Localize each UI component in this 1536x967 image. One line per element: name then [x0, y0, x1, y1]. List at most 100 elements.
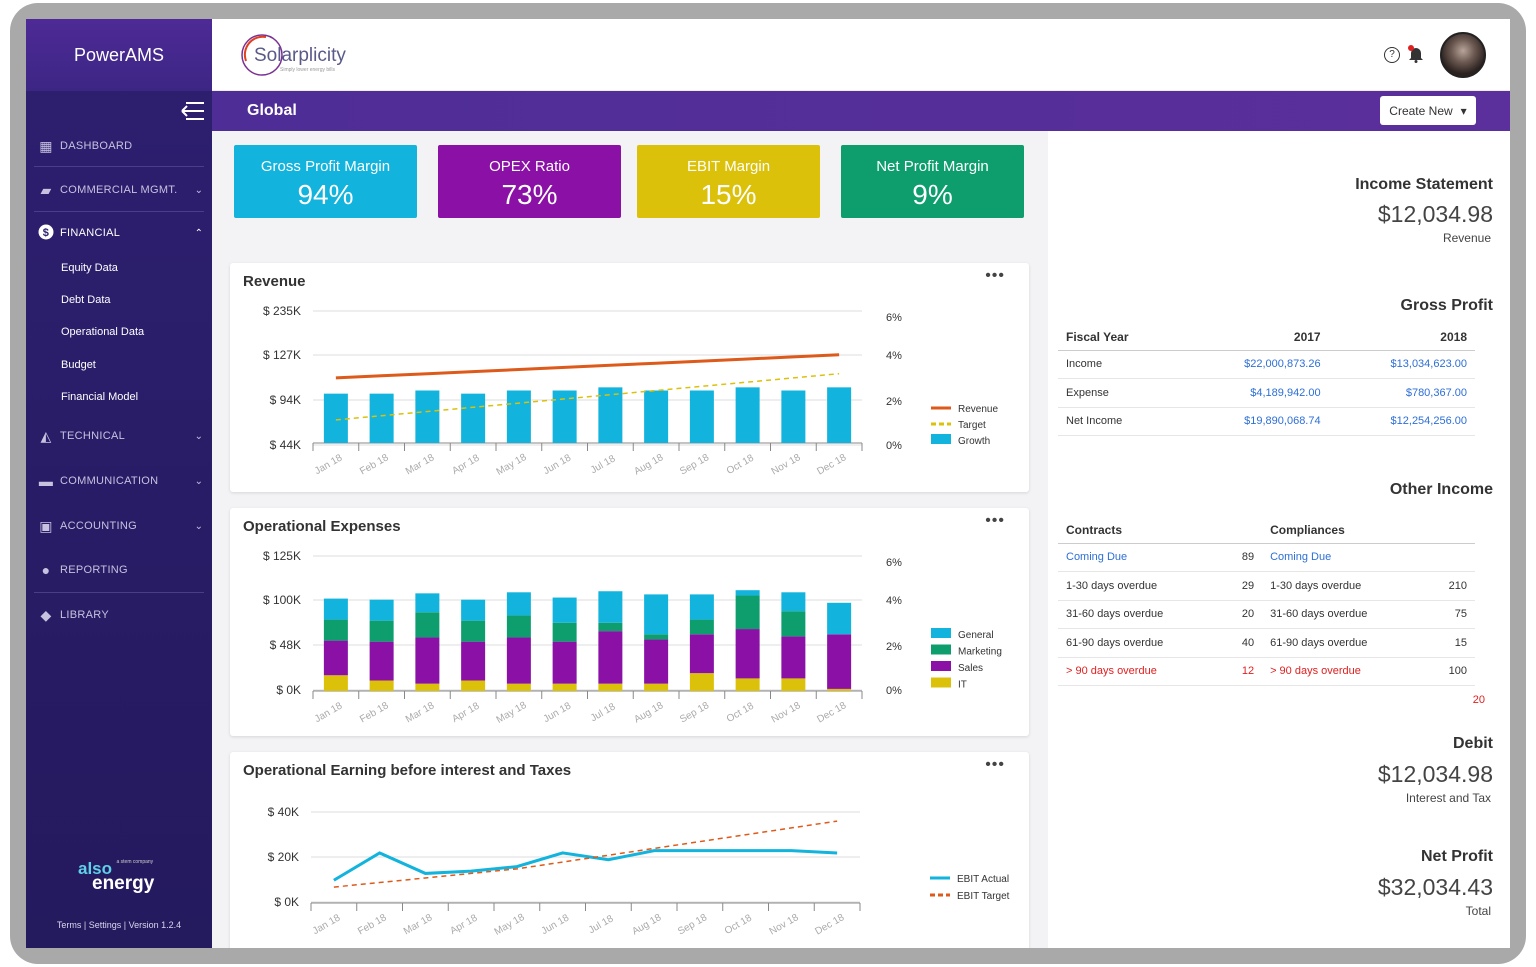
- y-tick-label: $ 0K: [274, 895, 299, 909]
- table-row: Coming Due 89 Coming Due: [1058, 543, 1475, 572]
- tools-icon: ◭: [40, 427, 52, 444]
- nav-library[interactable]: ◆ LIBRARY: [26, 606, 212, 624]
- x-tick-label: Jul 18: [587, 913, 616, 936]
- ebit-target-line: [333, 820, 838, 888]
- opex-bar-it: [415, 683, 440, 691]
- also-energy-logo: also a stem company energy: [78, 859, 155, 894]
- legend-label: IT: [958, 680, 967, 691]
- revenue-card: $ 235K $ 127K $ 94K $ 44K 6% 4% 2% 0% Jan 18 Feb …: [230, 263, 1029, 492]
- top-bar: Solarplicity Simply lower energy bills ?: [212, 19, 1510, 91]
- x-tick-label: Apr 18: [450, 700, 481, 724]
- app-brand: PowerAMS: [26, 19, 212, 91]
- other-income-extra: 20: [1472, 694, 1485, 706]
- chat-icon: ▬: [38, 473, 54, 489]
- nav-dashboard[interactable]: ▦ DASHBOARD: [26, 137, 212, 155]
- opex-bar-it: [689, 673, 714, 691]
- chevron-up-icon: ⌃: [194, 227, 204, 239]
- x-tick-label: Jan 18: [313, 700, 345, 725]
- kpi-ebit-margin[interactable]: EBIT Margin 15%: [637, 145, 820, 218]
- opex-bar-general: [369, 599, 394, 621]
- table-row: 61-90 days overdue 40 61-90 days overdue 15: [1058, 628, 1475, 658]
- nav-commercial[interactable]: ▰ COMMERCIAL MGMT. ⌄: [26, 181, 212, 199]
- nav-technical[interactable]: ◭ TECHNICAL ⌄: [26, 427, 212, 445]
- sidebar-item-operational-data[interactable]: Operational Data: [61, 326, 145, 338]
- net-profit-value: $32,034.43: [1377, 874, 1493, 900]
- nav-accounting[interactable]: ▣ ACCOUNTING ⌄: [26, 517, 212, 535]
- kpi-net-profit-margin[interactable]: Net Profit Margin 9%: [841, 145, 1024, 218]
- right-panel: Income Statement $12,034.98 Revenue Gros…: [1048, 131, 1510, 948]
- opex-bar-marketing: [369, 620, 394, 642]
- help-icon[interactable]: ?: [1384, 47, 1400, 63]
- legend-label: EBIT Actual: [957, 874, 1009, 885]
- collapse-sidebar-icon[interactable]: [176, 97, 206, 125]
- opex-bar-marketing: [781, 611, 806, 637]
- x-tick-label: May 18: [493, 912, 527, 938]
- nav-reporting[interactable]: ● REPORTING: [26, 561, 212, 579]
- opex-bar-sales: [644, 639, 669, 684]
- legend-label: EBIT Target: [957, 891, 1010, 902]
- debit-title: Debit: [1453, 735, 1493, 752]
- create-new-button[interactable]: Create New ▾: [1380, 96, 1476, 125]
- legend-label: Target: [958, 420, 986, 431]
- opex-bar-marketing: [735, 595, 760, 630]
- ebit-card: $ 40K $ 20K $ 0K Jan 18 Feb 18 Mar 18 Apr 18 Ma…: [230, 752, 1029, 948]
- revenue-bar: [644, 390, 669, 443]
- opex-bar-marketing: [506, 615, 531, 638]
- x-tick-label: Nov 18: [770, 452, 803, 478]
- legend-label: Sales: [958, 663, 983, 674]
- opex-bar-general: [506, 592, 531, 616]
- avatar[interactable]: [1440, 32, 1486, 78]
- opex-bar-it: [781, 678, 806, 691]
- sidebar-item-equity-data[interactable]: Equity Data: [61, 262, 118, 274]
- x-tick-label: Jan 18: [311, 912, 343, 937]
- opex-bar-it: [644, 683, 669, 691]
- opex-bar-it: [369, 680, 394, 691]
- y2-tick-label: 4%: [886, 350, 902, 362]
- settings-link[interactable]: Settings: [88, 920, 122, 930]
- opex-bar-general: [689, 594, 714, 620]
- revenue-bar: [827, 387, 852, 443]
- legend-swatch: [931, 677, 951, 688]
- legend-label: Revenue: [958, 404, 998, 415]
- kpi-opex-ratio[interactable]: OPEX Ratio 73%: [438, 145, 621, 218]
- terms-link[interactable]: Terms: [56, 920, 82, 930]
- caret-down-icon: ▾: [1460, 103, 1467, 118]
- opex-bar-sales: [598, 631, 623, 684]
- x-tick-label: Dec 18: [815, 452, 848, 478]
- more-options-icon[interactable]: •••: [985, 756, 1005, 773]
- opex-bar-it: [506, 683, 531, 691]
- target-line: [335, 372, 840, 421]
- opex-bar-sales: [415, 637, 440, 684]
- nav-divider: [34, 592, 204, 593]
- more-options-icon[interactable]: •••: [985, 512, 1005, 529]
- y2-tick-label: 6%: [886, 312, 902, 324]
- opex-bar-sales: [781, 636, 806, 679]
- opex-bar-it: [323, 675, 348, 691]
- other-income-title: Other Income: [1389, 481, 1493, 498]
- y2-tick-label: 4%: [886, 595, 902, 607]
- y-tick-label: $ 40K: [268, 805, 299, 819]
- bell-icon[interactable]: [1408, 45, 1424, 63]
- revenue-line: [335, 353, 840, 380]
- x-tick-label: Jun 18: [542, 700, 574, 725]
- sidebar-item-financial-model[interactable]: Financial Model: [61, 391, 139, 403]
- opex-bar-marketing: [461, 620, 486, 642]
- sidebar-item-debt-data[interactable]: Debt Data: [61, 294, 111, 306]
- x-tick-label: May 18: [495, 700, 529, 726]
- company-name: Solarplicity: [254, 45, 346, 66]
- opex-bar-general: [598, 591, 623, 623]
- table-row: > 90 days overdue 12 > 90 days overdue 100: [1058, 657, 1475, 686]
- briefcase-icon: ▰: [40, 181, 52, 198]
- sidebar-item-budget[interactable]: Budget: [61, 359, 96, 371]
- more-options-icon[interactable]: •••: [985, 267, 1005, 284]
- nav-financial[interactable]: $ FINANCIAL ⌃: [26, 224, 212, 242]
- x-tick-label: Dec 18: [813, 912, 846, 938]
- y-tick-label: $ 44K: [270, 438, 301, 452]
- dollar-icon: $: [26, 224, 60, 243]
- ebit-title: Operational Earning before interest and …: [243, 762, 572, 779]
- x-tick-label: Nov 18: [768, 912, 801, 938]
- income-statement-sub: Revenue: [1442, 231, 1491, 245]
- footer-separator: |: [83, 920, 87, 930]
- kpi-gross-profit-margin[interactable]: Gross Profit Margin 94%: [234, 145, 417, 218]
- nav-communication[interactable]: ▬ COMMUNICATION ⌄: [26, 472, 212, 490]
